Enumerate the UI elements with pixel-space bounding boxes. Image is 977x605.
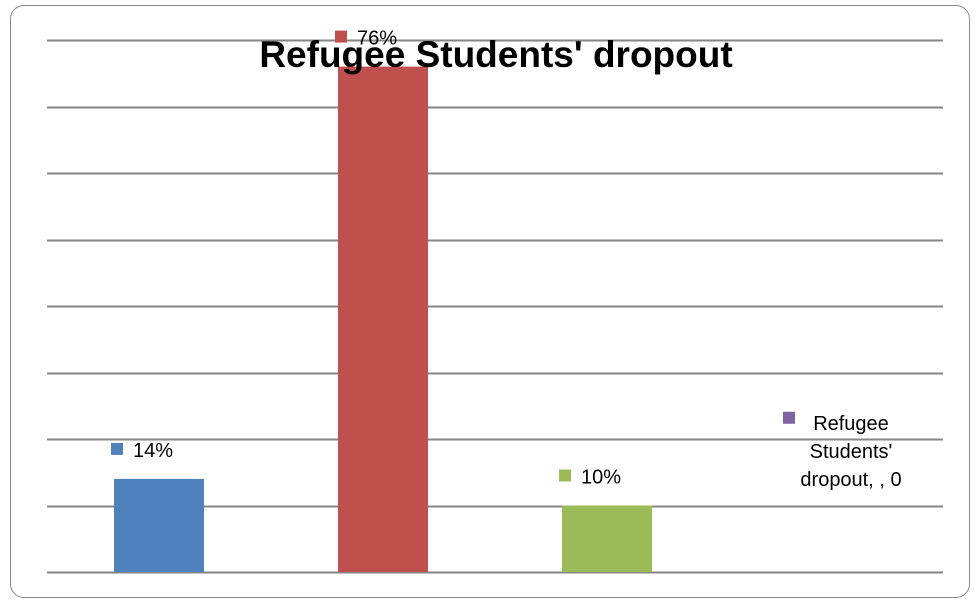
bar-3 [562, 505, 652, 572]
chart-title: Refugee Students' dropout [259, 34, 732, 75]
data-label-3: 10% [581, 467, 621, 489]
bars [114, 66, 652, 572]
label-key-2 [335, 30, 347, 43]
bar-1 [114, 478, 204, 572]
data-label-2: 76% [357, 28, 397, 50]
label-key-4 [783, 411, 795, 424]
data-label-4: Refugee Students' dropout, , 0 [800, 413, 901, 491]
data-labels: 14% 76% 10% Refugee Students' dropout, , 0 [111, 28, 902, 491]
label-key-1 [111, 442, 123, 455]
data-label-1: 14% [133, 440, 173, 462]
bar-2 [338, 66, 428, 572]
label-key-3 [559, 469, 571, 482]
